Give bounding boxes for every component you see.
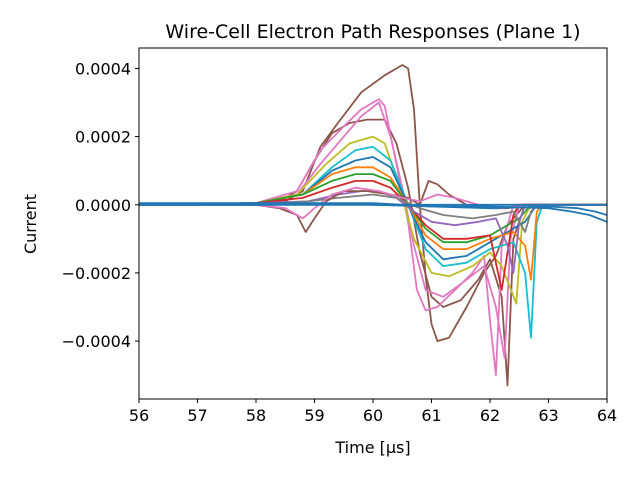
series-line-11	[139, 193, 607, 233]
y-axis-label: Current	[21, 194, 40, 254]
x-axis-label: Time [μs]	[334, 438, 410, 457]
series-line-15	[139, 202, 607, 223]
series-line-9	[139, 179, 607, 291]
x-tick-label: 58	[246, 406, 266, 425]
chart-title: Wire-Cell Electron Path Responses (Plane…	[165, 21, 580, 43]
y-tick-label: 0.0004	[75, 59, 131, 78]
x-tick-label: 56	[129, 406, 149, 425]
series-line-0	[139, 118, 607, 387]
series-layer	[139, 64, 607, 387]
series-line-7	[139, 166, 607, 281]
series-line-2	[139, 98, 607, 377]
y-axis-ticks: 0.0004 0.0002 0.0000 −0.0002 −0.0004	[62, 59, 139, 351]
series-line-8	[139, 173, 607, 244]
series-line-4	[139, 135, 607, 305]
x-tick-label: 61	[421, 406, 441, 425]
x-tick-label: 62	[480, 406, 500, 425]
series-line-1	[139, 64, 607, 343]
x-tick-label: 64	[597, 406, 617, 425]
x-tick-label: 60	[363, 406, 383, 425]
series-line-6	[139, 156, 607, 261]
y-tick-label: −0.0002	[62, 264, 131, 283]
series-line-5	[139, 145, 607, 339]
x-tick-label: 59	[304, 406, 324, 425]
x-tick-label: 57	[187, 406, 207, 425]
x-tick-label: 63	[538, 406, 558, 425]
x-axis-ticks: 56 57 58 59 60 61 62 63 64	[129, 399, 617, 425]
series-line-3	[139, 101, 607, 360]
y-tick-label: −0.0004	[62, 332, 131, 351]
y-tick-label: 0.0000	[75, 196, 131, 215]
y-tick-label: 0.0002	[75, 128, 131, 147]
